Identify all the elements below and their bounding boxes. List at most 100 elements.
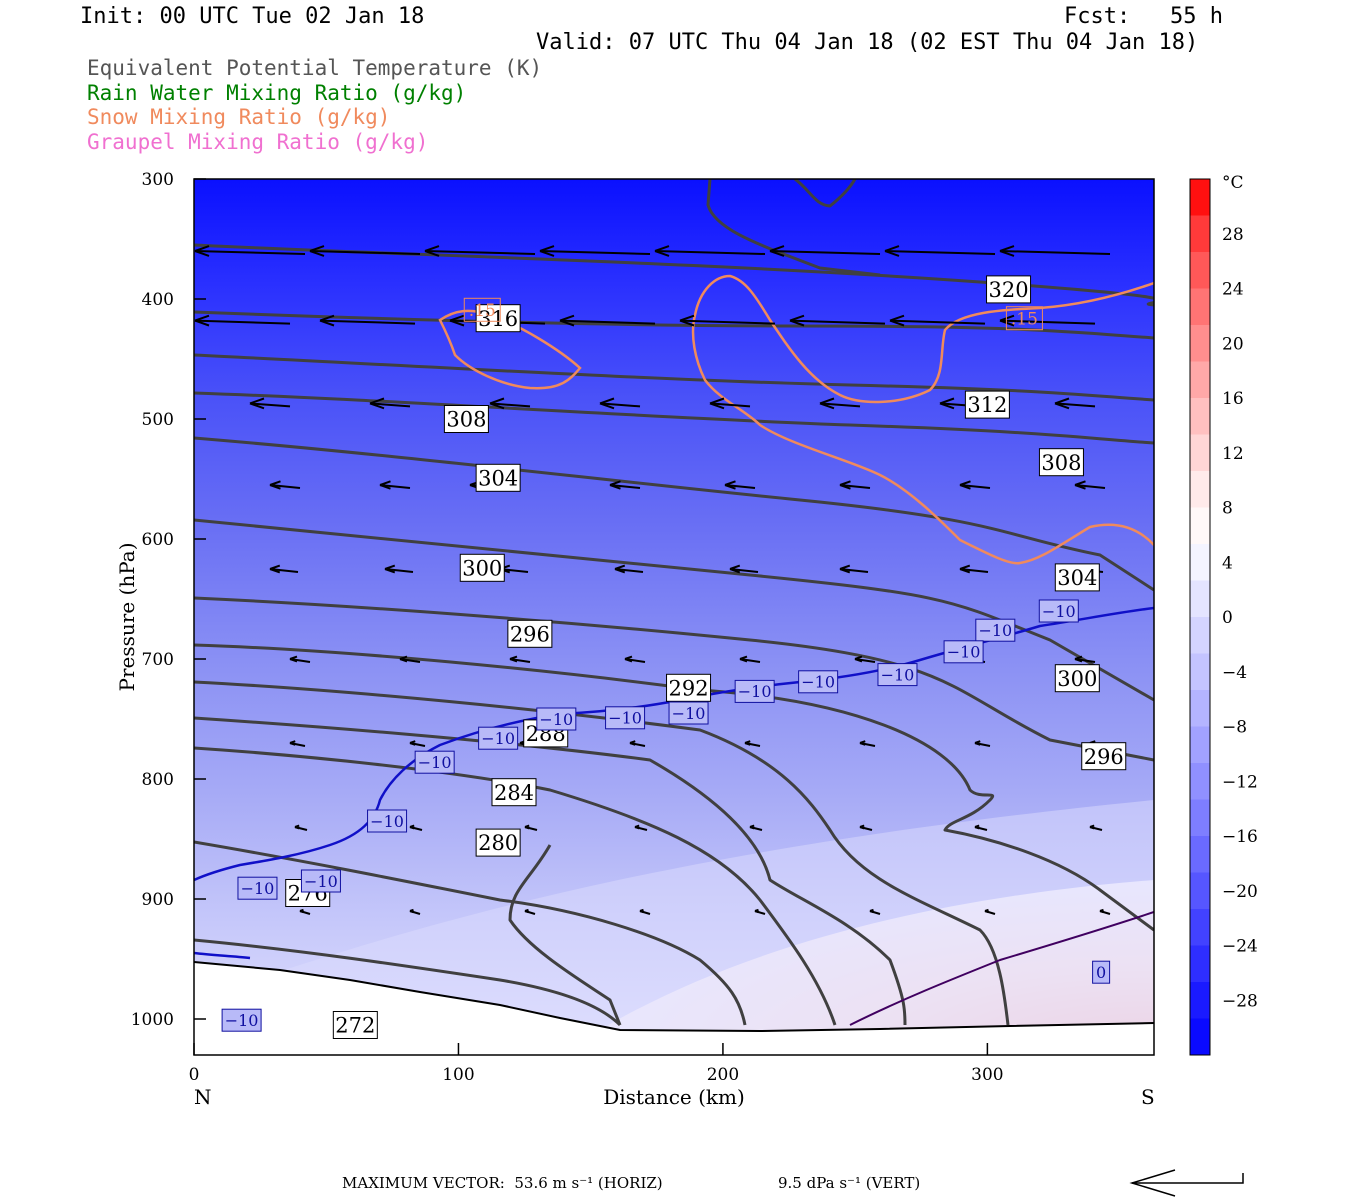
x-tick-label: 200 — [707, 1065, 739, 1085]
theta-e-contour-276-loop — [508, 844, 622, 1026]
y-tick-label: 300 — [142, 170, 174, 190]
wind-vector — [999, 250, 1111, 255]
x-tick-label: 100 — [442, 1065, 474, 1085]
svg-text:.15: .15 — [1011, 309, 1038, 329]
isotherm-label: −10 — [300, 869, 341, 893]
colorbar-swatch — [1190, 507, 1210, 545]
colorbar-swatch — [1190, 179, 1210, 216]
theta-e-label: 304 — [1054, 563, 1100, 592]
x-axis: 0 100 200 300 — [189, 1043, 1004, 1085]
isotherm-label: −10 — [734, 679, 775, 703]
y-tick-label: 500 — [142, 410, 174, 430]
wind-vectors — [194, 245, 1111, 915]
wind-vector — [679, 319, 776, 325]
wind-vector — [614, 568, 644, 573]
terrain-mask — [194, 962, 1154, 1055]
svg-text:296: 296 — [510, 622, 550, 646]
svg-text:−10: −10 — [881, 665, 915, 684]
x-axis-label: Distance (km) — [603, 1085, 745, 1109]
colorbar-swatch — [1190, 1018, 1210, 1056]
y-tick-label: 600 — [142, 530, 174, 550]
theta-e-label: 272 — [332, 1011, 378, 1039]
colorbar-tick-label: 12 — [1222, 444, 1244, 464]
colorbar-swatch — [1190, 288, 1210, 326]
isotherm-label: −10 — [237, 876, 278, 900]
temperature-field — [194, 179, 1154, 1055]
wind-vector — [724, 484, 756, 489]
max-vector-label: MAXIMUM VECTOR: 53.6 m s⁻¹ (HORIZ) — [342, 1174, 663, 1192]
wind-vector — [379, 484, 411, 489]
wind-vector — [489, 402, 531, 408]
svg-text:−10: −10 — [947, 643, 981, 662]
wind-vector — [729, 568, 759, 573]
colorbar-tick-label: 4 — [1222, 553, 1233, 573]
theta-e-contour-284 — [194, 716, 907, 1026]
theta-e-contour-296 — [194, 596, 1154, 762]
wind-vector — [599, 402, 641, 408]
svg-text:−10: −10 — [672, 704, 706, 723]
wind-vector — [839, 568, 869, 573]
svg-text:300: 300 — [462, 556, 502, 580]
isotherm-label: −10 — [414, 750, 455, 774]
colorbar-swatch — [1190, 726, 1210, 764]
plot-frame — [193, 178, 1155, 1056]
wind-vector — [959, 568, 989, 573]
wind-vector — [424, 250, 536, 255]
y-tick-label: 400 — [142, 290, 174, 310]
svg-text:308: 308 — [1041, 451, 1081, 475]
svg-text:0: 0 — [1096, 963, 1106, 982]
theta-e-contours — [194, 179, 1154, 1027]
isotherm-label: −10 — [877, 663, 918, 687]
wind-vector — [369, 402, 411, 408]
wind-vector — [959, 484, 991, 489]
svg-text:312: 312 — [967, 393, 1007, 417]
y-tick-label: 900 — [142, 890, 174, 910]
colorbar-swatch — [1190, 471, 1210, 508]
wind-vector — [884, 250, 996, 255]
theta-e-label: 308 — [443, 405, 489, 433]
theta-e-contour-304 — [194, 436, 1154, 592]
colorbar-tick-label: 8 — [1222, 499, 1233, 519]
svg-text:304: 304 — [478, 466, 518, 490]
wind-vector — [1074, 484, 1106, 489]
colorbar-swatch — [1190, 799, 1210, 837]
colorbar-tick-label: 28 — [1222, 225, 1244, 245]
wind-vector — [819, 402, 861, 408]
wind-vector — [609, 484, 641, 489]
svg-text:296: 296 — [1084, 745, 1124, 769]
theta-e-contour-312 — [194, 353, 1154, 402]
theta-e-label: 304 — [475, 463, 521, 492]
svg-text:−10: −10 — [539, 710, 573, 729]
wind-vector — [539, 250, 651, 255]
isotherm-label: 0 — [1092, 960, 1111, 984]
north-end-label: N — [194, 1085, 212, 1109]
colorbar-swatch — [1190, 544, 1210, 581]
colorbar-tick-label: 16 — [1222, 389, 1244, 409]
colorbar-swatch — [1190, 215, 1210, 253]
colorbar-swatch — [1190, 398, 1210, 435]
wind-vector — [654, 250, 766, 255]
x-tick-label: 0 — [189, 1065, 200, 1085]
theta-e-contour-288 — [194, 680, 1010, 1026]
svg-text:−10: −10 — [304, 872, 338, 891]
colorbar-tick-label: −4 — [1222, 663, 1247, 683]
snow-label: .15 — [1005, 306, 1043, 331]
svg-text:304: 304 — [1057, 566, 1097, 590]
svg-text:292: 292 — [668, 676, 708, 700]
colorbar-tick-label: −24 — [1222, 937, 1258, 957]
colorbar-tick-label: 20 — [1222, 334, 1244, 354]
colorbar-swatch — [1190, 945, 1210, 983]
theta-e-contour-292 — [194, 643, 1154, 932]
max-vector-arrow — [1129, 1169, 1244, 1197]
colorbar-tick-label: −20 — [1222, 882, 1258, 902]
wind-vector — [309, 250, 421, 255]
colorbar-tick-label: 24 — [1222, 280, 1244, 300]
init-time: Init: 00 UTC Tue 02 Jan 18 — [80, 4, 425, 29]
wind-vector — [709, 402, 751, 408]
theta-e-contour-320-top — [706, 179, 881, 277]
isotherm-label: −10 — [536, 707, 577, 731]
wind-vector — [269, 568, 299, 573]
legend-item: Graupel Mixing Ratio (g/kg) — [87, 129, 429, 154]
svg-text:−10: −10 — [241, 879, 275, 898]
